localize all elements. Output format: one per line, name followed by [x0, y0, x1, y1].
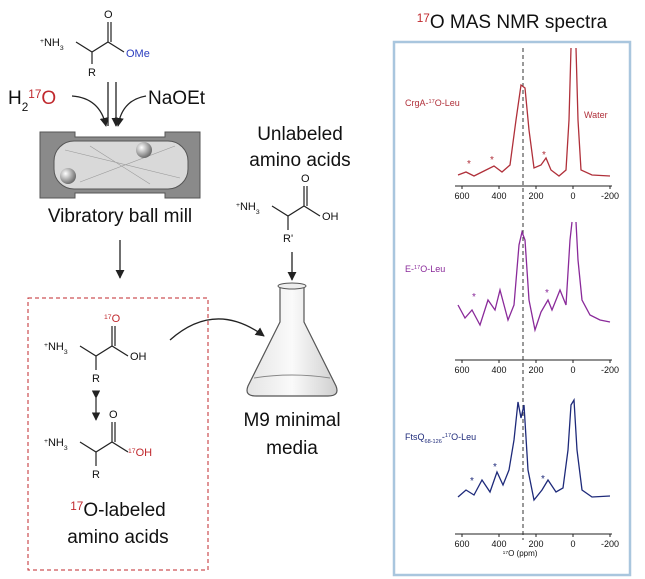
amine: +NH3: [44, 341, 68, 356]
ball-mill: [39, 131, 201, 199]
spectrum-line: [457, 221, 611, 333]
sample-label: E-17O-Leu: [405, 264, 445, 274]
unlabeled-structure: +NH3 O OH R': [236, 173, 339, 245]
asterisk: *: [493, 462, 497, 473]
asterisk: *: [541, 474, 545, 485]
oxygen: 17O: [104, 313, 121, 325]
arrow: [108, 82, 116, 126]
amine: +NH3: [44, 437, 68, 452]
oxygen: O: [104, 9, 113, 21]
arrow: [169, 318, 265, 341]
x-tick-label: -200: [601, 365, 619, 375]
water-label: Water: [584, 110, 608, 120]
amine: +NH3: [236, 201, 260, 216]
spectrum-line: [457, 47, 611, 177]
start-structure: +NH3 O OMe R: [40, 9, 150, 79]
base-reagent: NaOEt: [148, 88, 206, 109]
x-tick-label: 0: [570, 191, 575, 201]
x-tick-label: -200: [601, 539, 619, 549]
labeled-structure-a: +NH3 17O OH R: [44, 313, 147, 385]
labeled-caption: amino acids: [67, 527, 168, 548]
side-chain: R: [88, 67, 96, 79]
hydroxyl: OH: [322, 211, 339, 223]
side-chain: R: [92, 373, 100, 385]
x-tick-label: 400: [491, 365, 506, 375]
spectra: CrgA-17O-Leu Water * * * E-17O-Leu * * F…: [405, 47, 611, 558]
water-reagent: H217O: [8, 88, 56, 114]
x-tick-label: 200: [528, 539, 543, 549]
asterisk: *: [490, 155, 494, 166]
x-tick-label: 600: [454, 539, 469, 549]
x-tick-label: 600: [454, 191, 469, 201]
methoxy: OMe: [126, 48, 150, 60]
asterisk: *: [472, 292, 476, 303]
arrow: [114, 95, 147, 127]
spectrum-line: [457, 397, 611, 502]
x-tick-label: 0: [570, 365, 575, 375]
asterisk: *: [470, 476, 474, 487]
media-label: M9 minimal: [243, 410, 340, 431]
asterisk: *: [542, 150, 546, 161]
media-label: media: [266, 438, 318, 459]
mill-label: Vibratory ball mill: [48, 206, 192, 227]
side-chain: R': [283, 233, 293, 245]
x-axis-label: 17O (ppm): [503, 549, 538, 558]
oxygen: O: [301, 173, 310, 185]
labeled-caption: 17O-labeled: [70, 500, 165, 522]
sample-label: FtsQ68-126-17O-Leu: [405, 432, 476, 445]
sample-label: CrgA-17O-Leu: [405, 98, 460, 108]
unlabeled-label: Unlabeled: [257, 124, 343, 145]
labeled-structure-b: +NH3 O 17OH R: [44, 409, 152, 481]
amine: +NH3: [40, 37, 64, 52]
x-tick-label: 200: [528, 365, 543, 375]
x-tick-label: 200: [528, 191, 543, 201]
x-tick-label: 0: [570, 539, 575, 549]
x-tick-label: 400: [491, 191, 506, 201]
asterisk: *: [467, 159, 471, 170]
unlabeled-label: amino acids: [249, 150, 350, 171]
spectra-title: 17O MAS NMR spectra: [417, 12, 608, 34]
side-chain: R: [92, 469, 100, 481]
hydroxyl: 17OH: [128, 447, 152, 459]
x-tick-label: 400: [491, 539, 506, 549]
asterisk: *: [545, 288, 549, 299]
hydroxyl: OH: [130, 351, 147, 363]
labeled-box: [27, 297, 209, 571]
oxygen: O: [109, 409, 118, 421]
flask: [246, 282, 338, 397]
arrow: [71, 95, 109, 127]
x-tick-label: 600: [454, 365, 469, 375]
x-tick-label: -200: [601, 191, 619, 201]
